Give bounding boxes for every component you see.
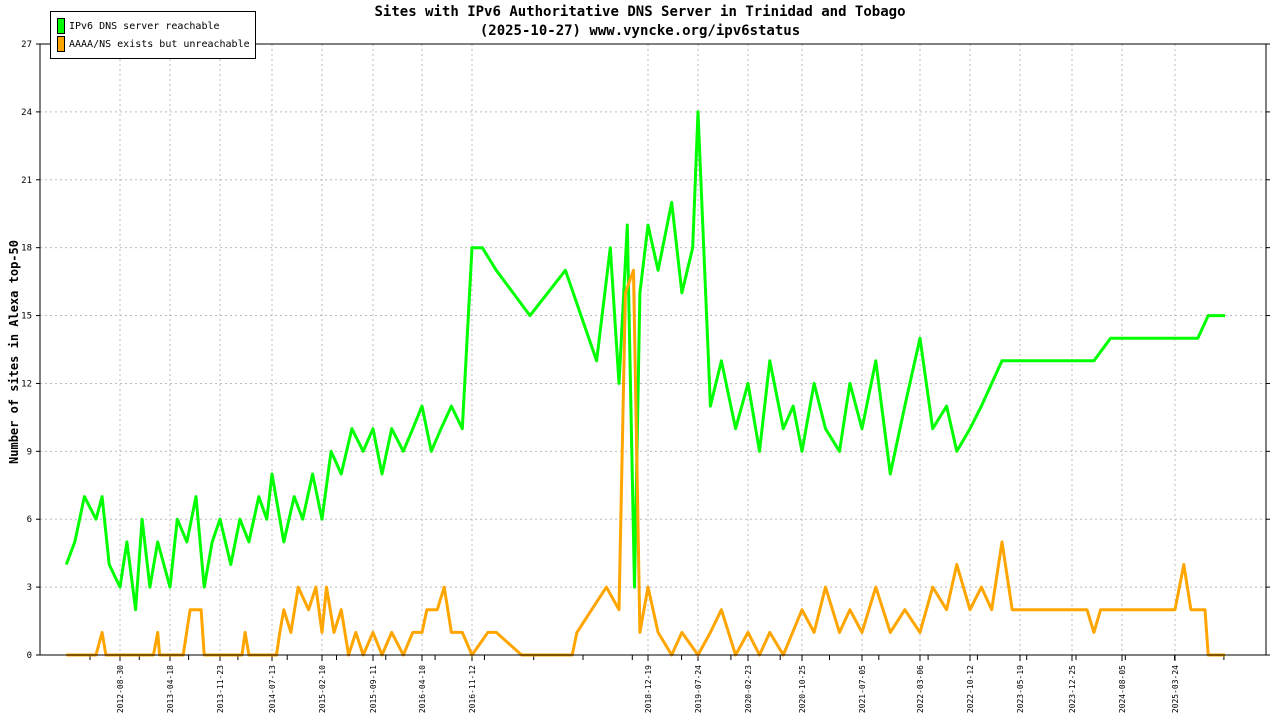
x-tick-label: 2012-08-30 <box>116 665 125 713</box>
x-tick-label: 2014-07-13 <box>268 665 277 713</box>
x-tick-label: 2015-02-10 <box>318 665 327 713</box>
legend-swatch-reachable <box>57 18 65 34</box>
legend-label-reachable: IPv6 DNS server reachable <box>69 21 220 32</box>
y-axis-ticks: 0 3 6 9 12 15 18 21 24 27 <box>21 40 1270 661</box>
x-tick-label: 2019-07-24 <box>694 665 703 713</box>
x-tick-label: 2018-12-19 <box>644 665 653 713</box>
legend-label-unreachable: AAAA/NS exists but unreachable <box>69 39 250 50</box>
x-tick-label: 2013-04-18 <box>166 665 175 713</box>
grid-lines <box>40 44 1266 655</box>
series-line-reachable <box>64 110 1225 612</box>
chart-subtitle: (2025-10-27) www.vyncke.org/ipv6status <box>479 23 801 39</box>
x-tick-label: 2022-03-06 <box>916 665 925 713</box>
x-tick-label: 2016-11-12 <box>468 665 477 713</box>
y-tick-label: 3 <box>27 583 32 593</box>
legend-item-reachable: IPv6 DNS server reachable <box>57 18 220 34</box>
y-tick-label: 9 <box>27 447 32 457</box>
y-tick-label: 0 <box>27 651 32 661</box>
x-tick-label: 2020-02-23 <box>744 665 753 713</box>
plot-frame <box>39 43 1267 656</box>
y-tick-label: 18 <box>21 244 32 254</box>
x-tick-label: 2021-07-05 <box>858 665 867 713</box>
x-tick-label: 2013-11-23 <box>216 665 225 713</box>
y-tick-label: 15 <box>21 312 32 322</box>
x-axis-ticks: 2012-08-30 2013-04-18 2013-11-23 2014-07-13… <box>89 655 1225 713</box>
x-tick-label: 2023-05-19 <box>1016 665 1025 713</box>
y-tick-label: 27 <box>21 40 32 50</box>
x-tick-label: 2023-12-25 <box>1068 665 1077 713</box>
x-tick-label: 2016-04-10 <box>418 665 427 713</box>
series-line-unreachable <box>66 268 1225 657</box>
x-tick-label: 2015-09-11 <box>369 665 378 713</box>
y-tick-label: 21 <box>21 176 32 186</box>
x-tick-label: 2022-10-12 <box>966 665 975 713</box>
y-tick-label: 24 <box>21 108 32 118</box>
y-tick-label: 6 <box>27 515 32 525</box>
y-axis-label: Number of sites in Alexa top-50 <box>7 240 21 464</box>
legend-swatch-unreachable <box>57 36 65 52</box>
series-lines <box>64 110 1225 657</box>
x-tick-label: 2024-08-05 <box>1118 665 1127 713</box>
legend: IPv6 DNS server reachable AAAA/NS exists… <box>50 11 256 59</box>
legend-item-unreachable: AAAA/NS exists but unreachable <box>57 36 250 52</box>
x-tick-label: 2020-10-25 <box>798 665 807 713</box>
chart-title: Sites with IPv6 Authoritative DNS Server… <box>374 4 906 20</box>
x-tick-label: 2025-03-24 <box>1171 665 1180 713</box>
y-tick-label: 12 <box>21 379 32 389</box>
